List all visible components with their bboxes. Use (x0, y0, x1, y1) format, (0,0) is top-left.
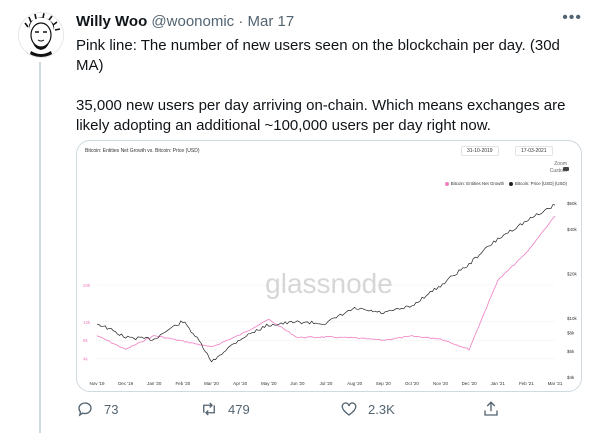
more-horizontal-icon[interactable]: ••• (562, 9, 582, 26)
chart-lines (96, 204, 556, 363)
x-tick-label: Feb '20 (175, 381, 190, 386)
x-tick-label: Jun '20 (290, 381, 305, 386)
author-avatar[interactable] (18, 12, 64, 58)
x-tick-label: Oct '20 (405, 381, 420, 386)
reply-button[interactable]: 73 (76, 400, 118, 418)
camera-icon (563, 167, 569, 171)
btc-price-line (96, 204, 556, 363)
y-axis-right-labels: $4k $6k $8k $10k $20k $40k $60k (567, 201, 578, 380)
tweet-actions: 73 479 2.3K (76, 398, 576, 424)
tweet-paragraph-1: Pink line: The number of new users seen … (76, 37, 560, 74)
tweet-media-chart[interactable]: Bitcoin: Entities Net Growth vs. Bitcoin… (76, 140, 582, 392)
reply-icon (78, 402, 92, 417)
thread-line (39, 62, 41, 433)
x-tick-label: Jul '20 (320, 381, 333, 386)
chart-title: Bitcoin: Entities Net Growth vs. Bitcoin… (85, 148, 200, 154)
avatar-portrait (19, 13, 63, 57)
y-right-tick-label: $10k (567, 316, 578, 321)
tweet-header: Willy Woo @woonomic · Mar 17 ••• (76, 9, 582, 32)
x-tick-label: Jan '21 (491, 381, 506, 386)
y-right-tick-label: $20k (567, 272, 578, 277)
author-name[interactable]: Willy Woo (76, 13, 148, 30)
legend-label-1: Bitcoin: Entities Net Growth (450, 181, 505, 186)
share-icon (484, 401, 498, 416)
x-tick-label: Dec '20 (462, 381, 478, 386)
date-start: 31-10-2019 (461, 146, 499, 156)
x-tick-label: Mar '20 (204, 381, 219, 386)
y-axis-left-labels: 4k 8k 12k 20k (83, 283, 91, 362)
y-left-tick-label: 4k (83, 357, 89, 362)
share-button[interactable] (482, 400, 500, 418)
y-right-tick-label: $6k (567, 349, 575, 354)
retweet-button[interactable]: 479 (200, 400, 250, 418)
y-left-tick-label: 12k (83, 320, 91, 325)
tweet-paragraph-2: 35,000 new users per day arriving on-cha… (76, 97, 566, 134)
reply-count: 73 (104, 401, 119, 417)
x-tick-label: May '20 (261, 381, 277, 386)
x-tick-label: Feb '21 (519, 381, 534, 386)
like-count: 2.3K (368, 401, 395, 417)
entities-net-growth-line (96, 215, 556, 351)
x-tick-label: Aug '20 (347, 381, 363, 386)
legend-swatch-black (509, 181, 514, 186)
x-tick-label: Dec '19 (118, 381, 134, 386)
author-handle[interactable]: @woonomic (151, 13, 235, 30)
tweet-date[interactable]: Mar 17 (247, 13, 295, 30)
y-left-tick-label: 20k (83, 283, 91, 288)
x-tick-label: Apr '20 (233, 381, 248, 386)
y-right-tick-label: $60k (567, 201, 578, 206)
x-tick-label: Nov '20 (433, 381, 449, 386)
chart-legend: Bitcoin: Entities Net Growth Bitcoin: Pr… (444, 181, 567, 186)
y-right-tick-label: $40k (567, 227, 578, 232)
retweet-icon (203, 402, 215, 416)
zoom-value: Custom (549, 168, 567, 174)
x-tick-label: Jan '20 (147, 381, 162, 386)
heart-icon (341, 402, 357, 416)
date-end: 17-03-2021 (515, 146, 553, 156)
legend-label-2: Bitcoin: Price [USD] (USD) (515, 181, 567, 186)
x-tick-label: Mar '21 (548, 381, 563, 386)
like-button[interactable]: 2.3K (340, 400, 395, 418)
x-tick-label: Sep '20 (376, 381, 392, 386)
zoom-control: Zoom Custom (550, 161, 567, 175)
chart-grid (97, 284, 555, 359)
x-axis-labels: Nov '19 Dec '19 Jan '20 Feb '20 Mar '20 Apr '… (89, 381, 562, 386)
y-right-tick-label: $8k (567, 330, 575, 335)
retweet-count: 479 (228, 401, 250, 417)
separator-dot: · (238, 13, 244, 30)
legend-swatch-pink (444, 181, 449, 186)
zoom-label: Zoom (554, 161, 567, 167)
y-right-tick-label: $4k (567, 375, 575, 380)
y-left-tick-label: 8k (83, 338, 89, 343)
glassnode-watermark: glassnode (265, 268, 393, 299)
x-tick-label: Nov '19 (89, 381, 105, 386)
tweet-text: Pink line: The number of new users seen … (76, 36, 576, 136)
